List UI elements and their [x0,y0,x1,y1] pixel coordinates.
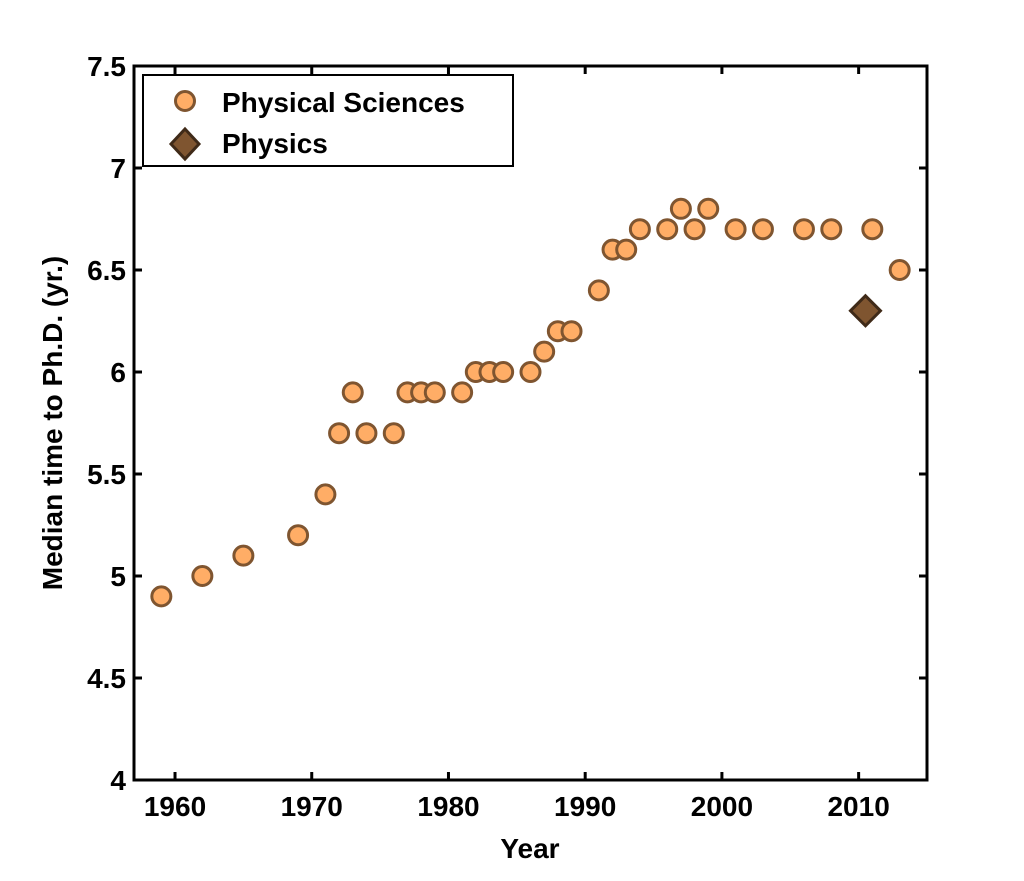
data-point-physical-sciences [533,340,556,363]
legend-marker-physics [168,126,202,162]
data-point-physical-sciences [751,218,774,241]
data-point-physical-sciences [423,381,446,404]
x-axis-label: Year [500,833,559,864]
data-point-physical-sciences [492,361,515,383]
data-point-physical-sciences [792,218,815,241]
data-point-physical-sciences [451,381,474,404]
data-point-physical-sciences [382,422,405,445]
y-tick-label: 6.5 [87,255,126,286]
data-point-physical-sciences [697,197,720,220]
y-tick-label: 7 [110,153,126,184]
x-tick-label: 1970 [281,791,343,822]
data-point-physical-sciences [820,218,843,241]
x-tick-label: 1990 [554,791,616,822]
x-tick-label: 2000 [691,791,753,822]
data-point-physical-sciences [587,279,610,302]
x-tick-label: 2010 [827,791,889,822]
data-point-physical-sciences [861,218,884,241]
y-axis-label: Median time to Ph.D. (yr.) [37,256,68,590]
data-point-physical-sciences [191,565,214,587]
data-point-physical-sciences [519,361,542,383]
y-tick-label: 7.5 [87,51,126,82]
legend-box [142,74,514,167]
x-tick-label: 1980 [417,791,479,822]
y-tick-label: 4 [110,765,126,796]
y-tick-label: 5.5 [87,459,126,490]
data-point-physical-sciences [232,544,255,567]
y-tick-label: 4.5 [87,663,126,694]
data-point-physical-sciences [560,320,583,343]
y-tick-label: 5 [110,561,126,592]
y-tick-label: 6 [110,357,126,388]
data-point-physical-sciences [628,218,651,241]
data-point-physical-sciences [314,483,337,506]
legend-label-physical-sciences: Physical Sciences [222,87,465,118]
data-point-physical-sciences [150,585,173,608]
data-point-physical-sciences [683,218,706,241]
data-point-physical-sciences [669,197,692,220]
data-point-physical-sciences [724,218,747,241]
data-point-physical-sciences [341,381,364,404]
data-point-physical-sciences [287,524,310,547]
data-point-physical-sciences [888,259,911,281]
data-point-physical-sciences [615,238,638,261]
legend-marker-physical-sciences [174,90,196,112]
legend-label-physics: Physics [222,128,328,159]
plot-frame [132,64,929,782]
legend: Physical Sciences Physics [142,74,514,167]
data-point-physical-sciences [355,422,378,445]
x-tick-label: 1960 [144,791,206,822]
data-point-physical-sciences [656,218,679,241]
data-point-physical-sciences [328,422,351,445]
data-point-physics [848,293,883,328]
